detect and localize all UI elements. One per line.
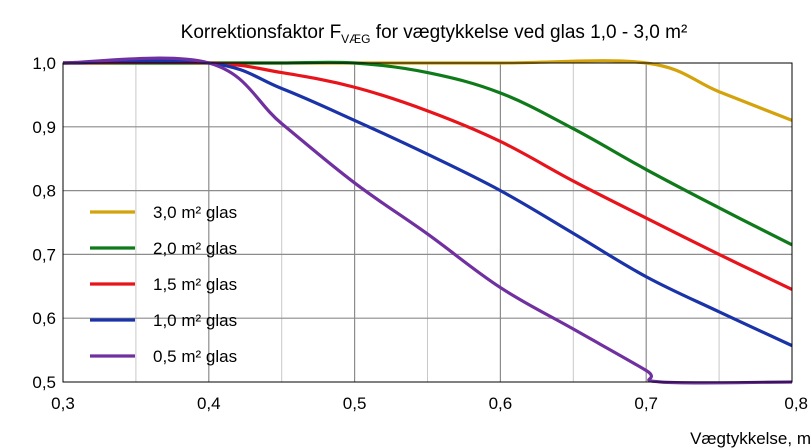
y-tick-label: 0,9 [32,118,56,137]
legend-label: 1,5 m² glas [153,275,237,294]
series-line-4 [62,56,793,385]
legend-label: 1,0 m² glas [153,311,237,330]
y-tick-label: 0,8 [32,182,56,201]
tick-labels: 0,5 0,6 0,7 0,8 0,9 1,0 0,3 0,4 0,5 0,6 0,7 0,8 [32,54,808,413]
y-tick-label: 0,7 [32,245,56,264]
x-tick-label: 0,3 [51,394,75,413]
grid [63,63,792,382]
legend-label: 2,0 m² glas [153,239,237,258]
y-tick-label: 0,6 [32,309,56,328]
legend-label: 0,5 m² glas [153,347,237,366]
x-tick-label: 0,7 [634,394,658,413]
y-tick-label: 1,0 [32,54,56,73]
plot-frame [62,62,793,383]
x-tick-label: 0,5 [343,394,367,413]
legend-label: 3,0 m² glas [153,203,237,222]
x-axis-label: Vægtykkelse, m [690,429,811,448]
y-tick-label: 0,5 [32,373,56,392]
chart-title: Korrektionsfaktor FVÆG for vægtykkelse v… [181,22,688,46]
x-tick-label: 0,4 [197,394,221,413]
series-line-2 [62,60,793,291]
x-tick-label: 0,6 [489,394,513,413]
x-tick-label: 0,8 [784,394,808,413]
series-line-3 [62,59,793,348]
legend: 3,0 m² glas 2,0 m² glas 1,5 m² glas 1,0 m² … [90,203,237,366]
